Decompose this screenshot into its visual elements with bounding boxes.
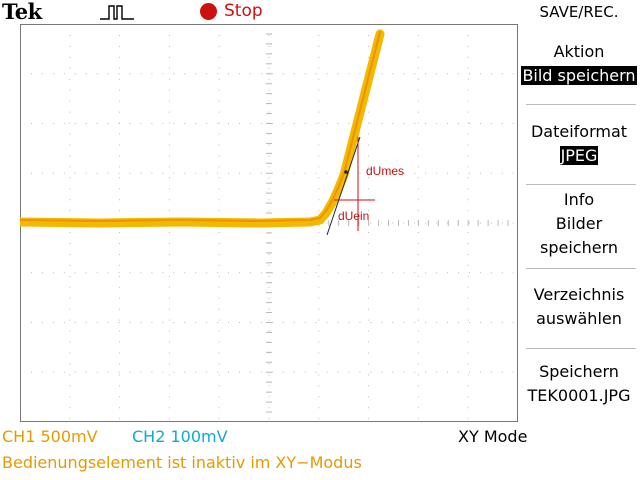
ch2-scale: CH2 100mV bbox=[132, 427, 228, 446]
annotation-dumes: dUmes bbox=[366, 164, 404, 178]
status-bar-top: Tek Stop bbox=[0, 0, 518, 24]
menu-title: SAVE/REC. bbox=[539, 3, 619, 21]
menu-item-label: speichern bbox=[540, 238, 618, 257]
run-state-label: Stop bbox=[224, 1, 263, 21]
measurement-construction bbox=[326, 136, 375, 236]
channel-status-bar: CH1 500mV CH2 100mV XY Mode bbox=[0, 426, 640, 448]
menu-item-speichern[interactable]: Speichern TEK0001.JPG bbox=[518, 360, 640, 408]
menu-divider bbox=[526, 348, 636, 349]
menu-item-label: Aktion bbox=[553, 42, 605, 61]
menu-item-aktion[interactable]: Aktion Bild speichern bbox=[518, 40, 640, 88]
menu-item-info-bilder-speichern[interactable]: Info Bilder speichern bbox=[518, 188, 640, 260]
menu-item-value: JPEG bbox=[559, 146, 599, 165]
menu-divider bbox=[526, 184, 636, 185]
menu-item-label: auswählen bbox=[536, 309, 622, 328]
brand-logo: Tek bbox=[2, 0, 42, 24]
oscilloscope-screen: dUmes dUein bbox=[20, 24, 518, 422]
ch1-scale: CH1 500mV bbox=[2, 427, 98, 446]
menu-divider bbox=[526, 104, 636, 105]
menu-item-label: Speichern bbox=[539, 362, 619, 381]
stop-dot-icon bbox=[200, 3, 217, 20]
side-menu: SAVE/REC. Aktion Bild speichern Dateifor… bbox=[518, 0, 640, 480]
xy-trace bbox=[20, 29, 385, 228]
menu-item-value: Bild speichern bbox=[521, 66, 637, 85]
menu-item-label: Bilder bbox=[555, 214, 603, 233]
pulse-icon bbox=[100, 5, 134, 20]
menu-divider bbox=[526, 268, 636, 269]
menu-item-label: Dateiformat bbox=[530, 122, 628, 141]
menu-item-label: Info bbox=[563, 190, 595, 209]
status-message: Bedienungselement ist inaktiv im XY−Modu… bbox=[2, 453, 362, 472]
menu-item-verzeichnis[interactable]: Verzeichnis auswählen bbox=[518, 283, 640, 331]
menu-item-label: Verzeichnis bbox=[533, 285, 625, 304]
menu-item-label: TEK0001.JPG bbox=[527, 386, 631, 405]
annotation-duein: dUein bbox=[338, 209, 369, 223]
menu-item-dateiformat[interactable]: Dateiformat JPEG bbox=[518, 120, 640, 168]
xy-mode-label: XY Mode bbox=[458, 427, 528, 446]
